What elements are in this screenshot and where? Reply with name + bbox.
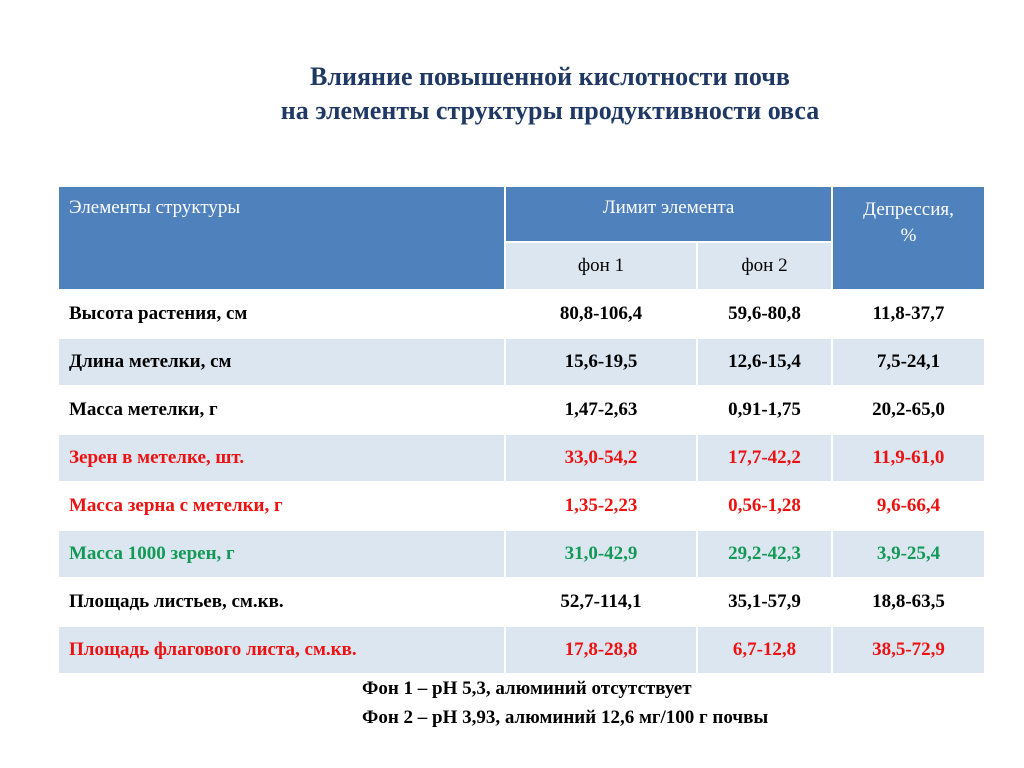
row-fon1-cell: 15,6-19,5 xyxy=(504,337,698,387)
row-fon1-cell: 1,47-2,63 xyxy=(504,385,698,435)
row-fon2-cell: 12,6-15,4 xyxy=(696,337,833,387)
row-fon2-cell: 17,7-42,2 xyxy=(696,433,833,483)
header-depression-line-2: % xyxy=(900,225,917,246)
table-row: Площадь флагового листа, см.кв. 17,8-28,8… xyxy=(57,625,986,675)
productivity-table: Элементы структуры Лимит элемента Депрес… xyxy=(57,185,986,675)
table-row: Масса 1000 зерен, г 31,0-42,9 29,2-42,3 3,9… xyxy=(57,529,986,579)
row-fon1-cell: 17,8-28,8 xyxy=(504,625,698,675)
row-fon1-cell: 33,0-54,2 xyxy=(504,433,698,483)
row-name-cell: Масса метелки, г xyxy=(57,385,506,435)
header-fon-1: фон 1 xyxy=(504,241,698,291)
row-depression-cell: 11,9-61,0 xyxy=(831,433,986,483)
row-fon2-cell: 0,91-1,75 xyxy=(696,385,833,435)
table-row: Масса зерна с метелки, г 1,35-2,23 0,56-1,… xyxy=(57,481,986,531)
row-fon2-cell: 29,2-42,3 xyxy=(696,529,833,579)
footnote-fon-2: Фон 2 – рН 3,93, алюминий 12,6 мг/100 г … xyxy=(362,707,769,728)
row-depression-cell: 18,8-63,5 xyxy=(831,577,986,627)
table-body: Высота растения, см 80,8-106,4 59,6-80,8 11… xyxy=(57,289,986,675)
slide-title-line-2: на элементы структуры продуктивности овс… xyxy=(280,96,820,125)
slide-title-line-1: Влияние повышенной кислотности почв xyxy=(310,62,790,91)
row-depression-cell: 11,8-37,7 xyxy=(831,289,986,339)
row-name-cell: Высота растения, см xyxy=(57,289,506,339)
row-depression-cell: 38,5-72,9 xyxy=(831,625,986,675)
footnote-fon-1: Фон 1 – рН 5,3, алюминий отсутствует xyxy=(362,678,692,699)
row-name-cell: Площадь флагового листа, см.кв. xyxy=(57,625,506,675)
row-name-cell: Длина метелки, см xyxy=(57,337,506,387)
row-fon1-cell: 52,7-114,1 xyxy=(504,577,698,627)
footnotes: Фон 1 – рН 5,3, алюминий отсутствует Фон… xyxy=(362,674,768,732)
row-name-cell: Масса зерна с метелки, г xyxy=(57,481,506,531)
header-depression: Депрессия, % xyxy=(831,185,986,291)
header-depression-line-1: Депрессия, xyxy=(863,199,954,220)
header-fon-2: фон 2 xyxy=(696,241,833,291)
row-fon1-cell: 31,0-42,9 xyxy=(504,529,698,579)
row-fon1-cell: 80,8-106,4 xyxy=(504,289,698,339)
row-depression-cell: 9,6-66,4 xyxy=(831,481,986,531)
slide-title: Влияние повышенной кислотности почв на э… xyxy=(0,60,1024,128)
table-row: Масса метелки, г 1,47-2,63 0,91-1,75 20,2-6… xyxy=(57,385,986,435)
row-fon2-cell: 6,7-12,8 xyxy=(696,625,833,675)
row-fon1-cell: 1,35-2,23 xyxy=(504,481,698,531)
row-depression-cell: 3,9-25,4 xyxy=(831,529,986,579)
row-depression-cell: 7,5-24,1 xyxy=(831,337,986,387)
row-name-cell: Зерен в метелке, шт. xyxy=(57,433,506,483)
table-row: Высота растения, см 80,8-106,4 59,6-80,8 11… xyxy=(57,289,986,339)
row-fon2-cell: 59,6-80,8 xyxy=(696,289,833,339)
header-limit: Лимит элемента xyxy=(504,185,833,243)
header-elements: Элементы структуры xyxy=(57,185,506,291)
row-fon2-cell: 35,1-57,9 xyxy=(696,577,833,627)
row-depression-cell: 20,2-65,0 xyxy=(831,385,986,435)
row-fon2-cell: 0,56-1,28 xyxy=(696,481,833,531)
table-row: Зерен в метелке, шт. 33,0-54,2 17,7-42,2 11… xyxy=(57,433,986,483)
row-name-cell: Площадь листьев, см.кв. xyxy=(57,577,506,627)
table-row: Площадь листьев, см.кв. 52,7-114,1 35,1-57… xyxy=(57,577,986,627)
table-row: Длина метелки, см 15,6-19,5 12,6-15,4 7,5-2… xyxy=(57,337,986,387)
row-name-cell: Масса 1000 зерен, г xyxy=(57,529,506,579)
